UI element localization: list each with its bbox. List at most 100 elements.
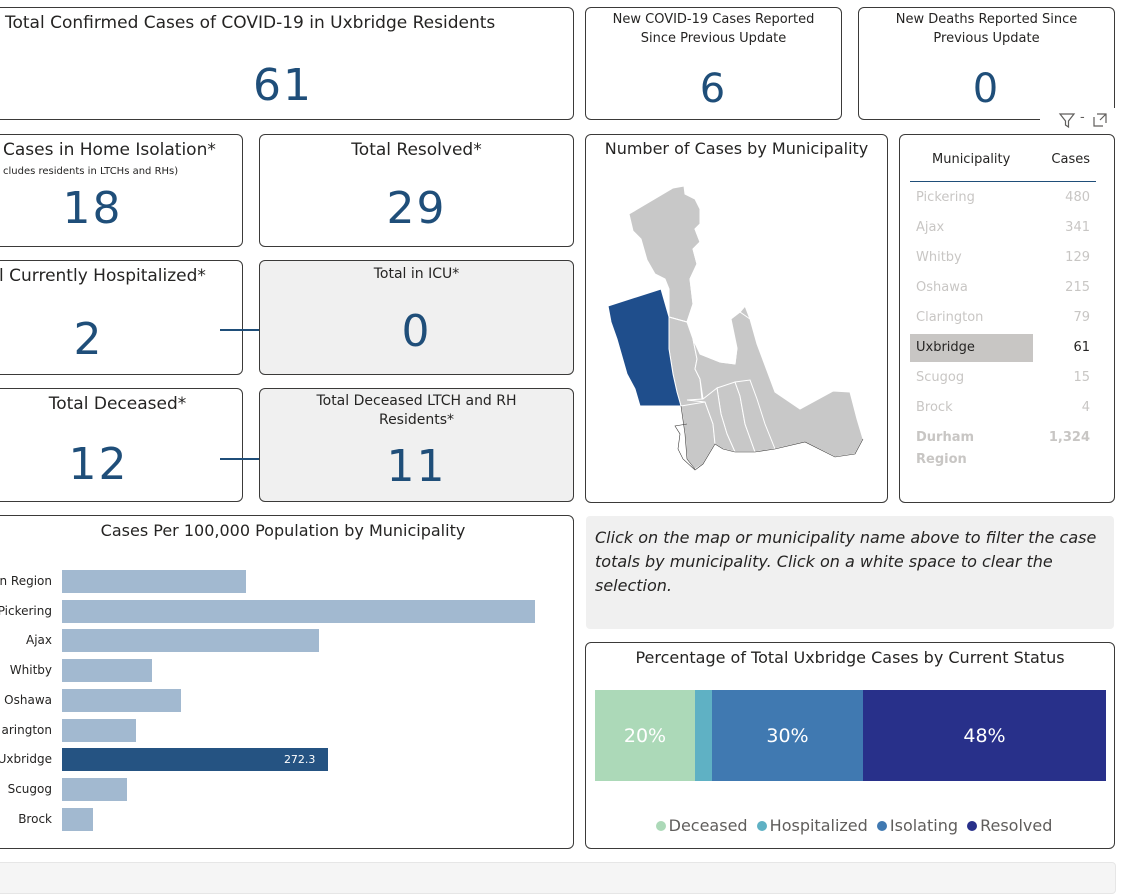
- table-row[interactable]: Brock 4: [910, 393, 1096, 423]
- deceased-value: 12: [68, 439, 129, 490]
- map-region-south-edge: [674, 423, 864, 471]
- row-name: Clarington: [916, 310, 984, 325]
- hospitalized-title: l Currently Hospitalized*: [0, 266, 206, 286]
- hospitalized-value: 2: [73, 314, 104, 365]
- new-cases-title-line1: New COVID-19 Cases Reported: [612, 12, 815, 27]
- info-text-box: Click on the map or municipality name ab…: [586, 516, 1114, 629]
- new-deaths-title-line1: New Deaths Reported Since: [895, 12, 1078, 27]
- total-name-line2: Region: [916, 452, 967, 467]
- row-cases: 79: [1073, 310, 1090, 325]
- table-total-row: Durham Region 1,324: [910, 423, 1096, 473]
- row-name: Whitby: [916, 250, 962, 265]
- row-cases: 129: [1065, 250, 1090, 265]
- deceased-ltch-card: Total Deceased LTCH and RH Residents* 11: [259, 388, 574, 502]
- table-row[interactable]: Ajax 341: [910, 213, 1096, 243]
- status-chart-title: Percentage of Total Uxbridge Cases by Cu…: [635, 648, 1065, 667]
- segment-isolating-label: 30%: [766, 724, 809, 747]
- table-row[interactable]: Whitby 129: [910, 243, 1096, 273]
- bar-pickering[interactable]: [62, 599, 535, 623]
- legend-deceased-dot: [655, 821, 666, 831]
- bar-chart-title: Cases Per 100,000 Population by Municipa…: [100, 521, 466, 540]
- table-row[interactable]: Pickering 480: [910, 183, 1096, 213]
- deceased-ltch-value: 11: [386, 441, 447, 492]
- new-cases-value: 6: [699, 66, 728, 112]
- table-header: Municipality Cases: [910, 135, 1096, 182]
- segment-resolved-label: 48%: [963, 724, 1006, 747]
- icu-value: 0: [401, 306, 432, 357]
- row-cases: 61: [1073, 340, 1090, 355]
- row-name: Oshawa: [916, 280, 968, 295]
- row-cases: 480: [1065, 190, 1090, 205]
- table-row[interactable]: Clarington 79: [910, 303, 1096, 333]
- deceased-ltch-title-line2: Residents*: [378, 412, 455, 428]
- table-rows: Pickering 480 Ajax 341 Whitby 129 Oshawa…: [910, 183, 1096, 483]
- status-legend: Deceased Hospitalized Isolating Resolved: [586, 816, 1114, 835]
- deceased-card: Total Deceased* 12: [0, 388, 243, 502]
- map-region-lake-area: [680, 405, 696, 470]
- segment-isolating[interactable]: 30%: [712, 690, 863, 781]
- row-name: Uxbridge: [916, 340, 975, 355]
- hospitalized-card: l Currently Hospitalized* 2: [0, 260, 243, 375]
- total-name-line1: Durham: [916, 430, 975, 445]
- row-name: Brock: [916, 400, 953, 415]
- legend-deceased[interactable]: Deceased: [668, 816, 748, 835]
- bottom-panel: [0, 862, 1116, 894]
- bar-brock[interactable]: [62, 807, 94, 831]
- info-text: Click on the map or municipality name ab…: [595, 528, 1097, 595]
- header-dash: -: [1080, 110, 1085, 125]
- header-municipality[interactable]: Municipality: [932, 152, 1011, 167]
- visual-header: -: [1040, 108, 1115, 130]
- table-row[interactable]: Oshawa 215: [910, 273, 1096, 303]
- row-cases: 215: [1065, 280, 1090, 295]
- bar-oshawa[interactable]: [62, 688, 182, 712]
- segment-resolved[interactable]: 48%: [863, 690, 1106, 781]
- total-confirmed-title: Total Confirmed Cases of COVID-19 in Uxb…: [5, 13, 496, 33]
- municipality-map-card: Number of Cases by Municipality: [585, 134, 888, 503]
- row-cases: 341: [1065, 220, 1090, 235]
- bar-whitby[interactable]: [62, 659, 152, 683]
- resolved-title: Total Resolved*: [351, 140, 482, 160]
- map-region-outline: [668, 223, 751, 365]
- row-name: Pickering: [916, 190, 975, 205]
- total-confirmed-value: 61: [253, 60, 313, 111]
- home-isolation-title: Cases in Home Isolation*: [3, 140, 216, 160]
- deceased-ltch-title-line1: Total Deceased LTCH and RH: [316, 393, 517, 409]
- icu-card: Total in ICU* 0: [259, 260, 574, 375]
- icu-title: Total in ICU*: [373, 266, 460, 282]
- table-row[interactable]: Scugog 15: [910, 363, 1096, 393]
- municipality-table-card: Municipality Cases Pickering 480 Ajax 34…: [899, 134, 1115, 503]
- home-isolation-value: 18: [62, 183, 123, 234]
- new-deaths-card: New Deaths Reported Since Previous Updat…: [858, 7, 1115, 120]
- bar-ajax[interactable]: [62, 629, 320, 653]
- total-confirmed-card: Total Confirmed Cases of COVID-19 in Uxb…: [0, 7, 574, 120]
- home-isolation-card: Cases in Home Isolation* cludes resident…: [0, 134, 243, 247]
- durham-region-map[interactable]: [585, 134, 888, 503]
- new-deaths-value: 0: [972, 66, 1001, 112]
- new-cases-card: New COVID-19 Cases Reported Since Previo…: [585, 7, 842, 120]
- row-name: Ajax: [916, 220, 945, 235]
- new-deaths-title-line2: Previous Update: [933, 31, 1040, 46]
- filter-icon[interactable]: [1057, 110, 1077, 130]
- map-title: Number of Cases by Municipality: [604, 139, 869, 158]
- row-cases: 4: [1081, 400, 1090, 415]
- focus-mode-icon[interactable]: [1091, 111, 1109, 129]
- bar-scugog[interactable]: [62, 777, 128, 801]
- resolved-value: 29: [386, 183, 447, 234]
- header-cases[interactable]: Cases: [1051, 152, 1090, 167]
- legend-resolved[interactable]: Resolved: [980, 816, 1053, 835]
- legend-hospitalized-dot: [756, 821, 767, 831]
- bar-uxbridge[interactable]: [62, 748, 328, 772]
- row-cases: 15: [1073, 370, 1090, 385]
- new-cases-title-line2: Since Previous Update: [640, 31, 787, 46]
- bar-durham-region[interactable]: [62, 570, 247, 593]
- legend-resolved-dot: [967, 821, 978, 831]
- legend-hospitalized[interactable]: Hospitalized: [769, 816, 868, 835]
- bar-clarington[interactable]: [62, 718, 137, 742]
- legend-isolating[interactable]: Isolating: [889, 816, 958, 835]
- resolved-card: Total Resolved* 29: [259, 134, 574, 247]
- table-row-selected[interactable]: Uxbridge 61: [910, 333, 1096, 363]
- deceased-title: Total Deceased*: [48, 394, 187, 414]
- total-cases: 1,324: [1048, 430, 1090, 445]
- segment-deceased[interactable]: 20%: [595, 690, 695, 781]
- segment-hospitalized[interactable]: [695, 690, 712, 781]
